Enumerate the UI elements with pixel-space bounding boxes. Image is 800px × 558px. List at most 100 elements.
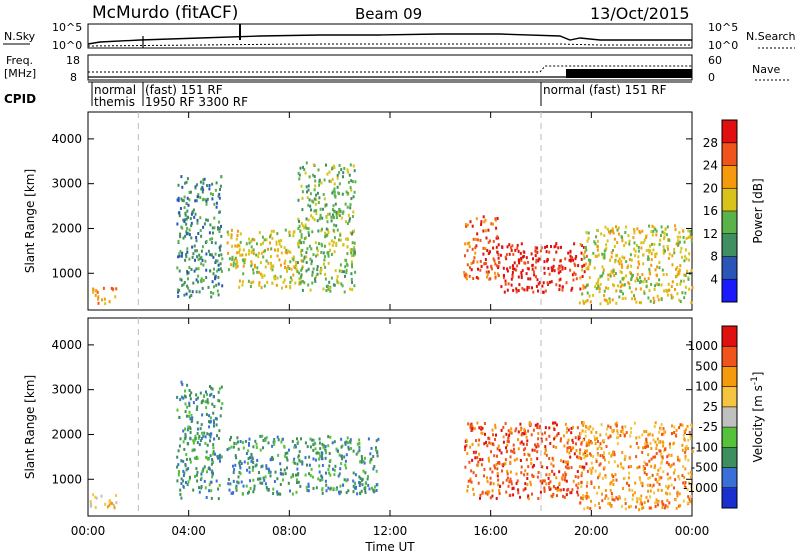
data-cell xyxy=(571,438,574,442)
data-cell xyxy=(267,247,269,251)
data-cell xyxy=(262,446,264,450)
data-cell xyxy=(288,230,291,234)
data-cell xyxy=(184,213,187,217)
data-cell xyxy=(335,447,338,451)
data-cell xyxy=(690,494,693,498)
data-cell xyxy=(297,171,300,175)
data-cell xyxy=(633,294,635,298)
x-tick-label: 16:00 xyxy=(473,524,508,538)
data-cell xyxy=(184,427,186,431)
data-cell xyxy=(265,464,268,468)
data-cell xyxy=(582,494,584,498)
data-cell xyxy=(643,238,646,242)
data-cell xyxy=(299,276,302,280)
data-cell xyxy=(639,279,642,283)
data-cell xyxy=(361,457,363,461)
data-cell xyxy=(351,215,354,218)
data-cell xyxy=(490,267,493,271)
data-cell xyxy=(276,490,279,494)
data-cell xyxy=(209,192,212,196)
data-cell xyxy=(504,458,507,462)
data-cell xyxy=(642,280,645,284)
data-cell xyxy=(691,487,694,491)
data-cell xyxy=(673,486,675,490)
data-cell xyxy=(299,281,302,285)
data-cell xyxy=(520,426,523,430)
data-cell xyxy=(680,279,683,283)
data-cell xyxy=(579,448,582,452)
data-cell xyxy=(353,481,356,485)
data-cell xyxy=(531,286,533,290)
data-cell xyxy=(284,265,286,269)
data-cell xyxy=(601,274,604,278)
data-cell xyxy=(182,459,185,463)
data-cell xyxy=(621,283,623,287)
data-cell xyxy=(217,497,220,501)
data-cell xyxy=(520,465,523,469)
data-cell xyxy=(340,269,343,273)
data-cell xyxy=(369,458,372,462)
data-cell xyxy=(240,480,243,484)
data-cell xyxy=(675,274,678,278)
data-cell xyxy=(513,458,516,462)
data-cell xyxy=(466,223,469,227)
data-cell xyxy=(369,460,372,464)
data-cell xyxy=(617,284,619,288)
data-cell xyxy=(504,255,507,259)
data-cell xyxy=(689,233,692,236)
data-cell xyxy=(609,258,611,262)
data-cell xyxy=(478,426,481,430)
data-cell xyxy=(504,462,507,466)
data-cell xyxy=(255,446,258,449)
data-cell xyxy=(625,260,628,264)
data-cell xyxy=(218,196,221,200)
data-cell xyxy=(484,258,487,261)
data-cell xyxy=(347,441,350,445)
data-cell xyxy=(279,462,282,466)
data-cell xyxy=(581,275,584,278)
data-cell xyxy=(616,497,619,501)
data-cell xyxy=(595,458,598,462)
data-cell xyxy=(236,234,239,237)
data-cell xyxy=(599,282,602,286)
data-cell xyxy=(321,442,324,446)
data-cell xyxy=(635,287,638,291)
data-cell xyxy=(358,475,361,479)
data-cell xyxy=(249,479,251,483)
data-cell xyxy=(505,432,508,436)
data-cell xyxy=(359,460,362,464)
data-cell xyxy=(314,441,317,445)
data-cell xyxy=(613,460,616,464)
data-cell xyxy=(596,245,599,249)
data-cell xyxy=(611,452,614,456)
data-cell xyxy=(262,255,265,259)
data-cell xyxy=(584,454,587,458)
data-cell xyxy=(194,475,196,478)
data-cell xyxy=(475,474,478,478)
data-cell xyxy=(211,237,214,241)
data-cell xyxy=(572,446,575,450)
data-cell xyxy=(103,297,106,301)
nsky-tick-bottom-right: 10^0 xyxy=(708,39,738,52)
data-cell xyxy=(642,468,645,472)
data-cell xyxy=(345,491,348,495)
data-cell xyxy=(582,286,585,290)
data-cell xyxy=(568,258,571,262)
data-cell xyxy=(509,460,512,464)
data-cell xyxy=(189,475,191,479)
data-cell xyxy=(464,242,467,246)
data-cell xyxy=(367,475,369,478)
data-cell xyxy=(235,259,238,263)
data-cell xyxy=(487,252,490,255)
data-cell xyxy=(324,445,327,449)
data-cell xyxy=(353,229,355,233)
data-cell xyxy=(497,243,500,247)
data-cell xyxy=(349,203,352,207)
data-cell xyxy=(684,467,687,471)
data-cell xyxy=(327,287,330,291)
data-cell xyxy=(205,456,208,460)
data-cell xyxy=(477,443,480,447)
data-cell xyxy=(350,188,353,192)
data-cell xyxy=(328,452,331,455)
data-cell xyxy=(308,472,311,476)
